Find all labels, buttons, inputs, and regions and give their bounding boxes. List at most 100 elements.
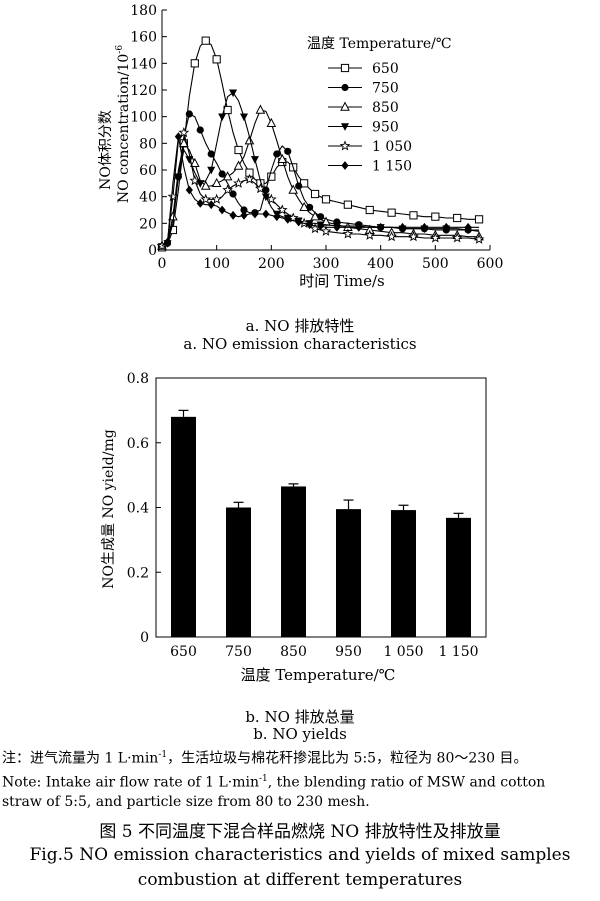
data-point [431, 212, 440, 221]
data-point [387, 208, 396, 217]
data-point [229, 210, 237, 220]
x-tick-label: 100 [203, 256, 230, 272]
data-point [364, 229, 376, 240]
data-point [244, 135, 255, 145]
line-chart-xlabel: 时间 Time/s [299, 272, 384, 290]
legend-entry: 1 050 [328, 139, 412, 155]
caption-a-en: a. NO emission characteristics [183, 335, 417, 353]
legend-entry: 750 [328, 81, 399, 97]
data-point [276, 204, 288, 215]
caption-a-cn: a. NO 排放特性 [245, 317, 355, 335]
x-tick-label: 950 [335, 644, 362, 660]
bar [226, 507, 251, 637]
data-point [284, 214, 292, 224]
data-point [229, 190, 237, 198]
data-point [365, 205, 374, 215]
data-point [273, 212, 281, 222]
bar [391, 510, 416, 637]
y-tick-label: 0.8 [127, 371, 149, 387]
y-tick-label: 120 [130, 83, 157, 99]
series-1150 [161, 132, 480, 247]
data-point [342, 228, 354, 239]
data-point [200, 193, 212, 204]
data-point [229, 89, 238, 98]
data-point [222, 184, 233, 195]
data-point [240, 206, 248, 214]
data-point [277, 153, 288, 164]
data-point [262, 209, 270, 219]
y-tick-label: 20 [139, 216, 157, 232]
data-point [250, 156, 259, 164]
data-point [185, 156, 194, 164]
figure-caption-en-line2: combustion at different temperatures [137, 870, 463, 890]
bar-group-1050 [391, 504, 416, 637]
legend-marker [341, 161, 349, 170]
data-point [196, 126, 204, 134]
data-point [386, 231, 397, 242]
data-point [409, 211, 418, 220]
note-en-line2: straw of 5:5, and particle size from 80 … [2, 793, 370, 810]
no-yield-bar-chart: 0 0.2 0.4 0.6 0.8 650 750 850 950 1 050 1 150 温度 T… [101, 371, 487, 684]
x-tick-label: 600 [477, 256, 504, 272]
data-point [306, 220, 314, 230]
note-en: Note: Intake air flow rate of 1 L·min-1,… [2, 770, 598, 812]
x-tick-label: 1 150 [438, 644, 478, 660]
legend-entry: 950 [328, 120, 399, 136]
legend-label: 950 [372, 120, 399, 136]
caption-b-en: b. NO yields [253, 725, 347, 743]
bar-group-650 [171, 409, 196, 637]
no-emission-line-chart: 0 20 40 60 80 100 120 140 160 180 0 100 200 300 400 500… [98, 3, 504, 290]
legend-entry: 650 [328, 61, 399, 77]
note-en-line1: Note: Intake air flow rate of 1 L·min-1,… [2, 770, 598, 793]
data-point [429, 232, 441, 243]
data-point [267, 172, 276, 181]
data-point [244, 173, 255, 184]
data-point [284, 147, 292, 155]
legend-marker [340, 101, 350, 111]
series-1050 [156, 127, 485, 251]
bar-chart-ylabel: NO生成量 NO yield/mg [101, 429, 117, 588]
data-point [218, 170, 226, 178]
y-tick-label: 0.6 [127, 436, 149, 452]
legend-label: 850 [372, 100, 399, 116]
data-point [179, 137, 189, 148]
y-tick-label: 40 [139, 190, 157, 206]
bar-chart-axes: 0 0.2 0.4 0.6 0.8 650 750 850 950 1 050 1 150 [127, 371, 487, 660]
data-point [190, 59, 199, 68]
legend-marker [341, 83, 349, 92]
line-chart-ylabel-exp: -6 [115, 45, 125, 54]
data-point [408, 231, 419, 242]
data-point [218, 113, 227, 122]
data-point [464, 222, 472, 232]
data-point [255, 183, 266, 194]
data-point [420, 222, 428, 232]
data-point [185, 110, 193, 118]
legend-label: 1 050 [372, 139, 412, 155]
note-en-exp: -1 [259, 774, 268, 784]
data-point [333, 222, 341, 232]
data-point [222, 171, 233, 181]
data-point [174, 173, 183, 182]
legend-marker [340, 63, 350, 73]
data-point [240, 113, 248, 122]
line-chart-series [156, 36, 485, 252]
bar-group-1150 [446, 512, 471, 637]
data-point [310, 211, 320, 221]
bar-group-950 [336, 499, 361, 637]
legend-label: 750 [372, 81, 399, 97]
data-point [233, 177, 244, 188]
caption-b-cn: b. NO 排放总量 [245, 708, 355, 726]
y-tick-label: 0.2 [127, 565, 149, 581]
data-point [265, 193, 277, 204]
data-point [266, 117, 277, 128]
data-point [316, 221, 325, 231]
data-point [189, 157, 200, 168]
data-point [218, 205, 226, 215]
data-point [207, 166, 216, 175]
line-chart-legend: 650 750 850 950 1 050 1 150 [328, 61, 412, 175]
y-tick-label: 0 [140, 630, 149, 646]
x-tick-label: 300 [313, 256, 340, 272]
line-chart-ylabel-en: NO concentration/10-6 [115, 45, 132, 203]
data-point [189, 175, 201, 186]
bar-group-750 [226, 501, 251, 637]
